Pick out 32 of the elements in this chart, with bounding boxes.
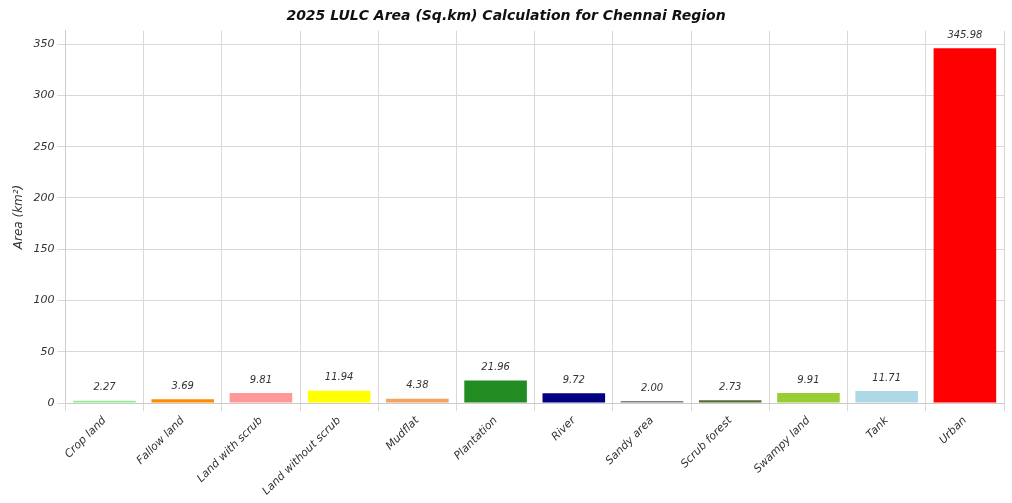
data-label: 9.81 xyxy=(249,373,273,385)
y-tick-label: 150 xyxy=(33,242,55,256)
data-label: 345.98 xyxy=(947,28,983,40)
bar xyxy=(542,393,606,403)
data-label: 11.71 xyxy=(872,371,901,383)
y-tick-label: 100 xyxy=(33,293,55,307)
data-label: 11.94 xyxy=(324,371,354,383)
bar xyxy=(777,392,840,403)
bar xyxy=(855,391,918,403)
y-tick-label: 50 xyxy=(40,344,55,358)
bar xyxy=(307,390,371,403)
y-tick-label: 300 xyxy=(33,88,55,102)
data-label: 21.96 xyxy=(481,361,510,373)
y-tick-label: 0 xyxy=(47,395,55,409)
bar xyxy=(229,393,293,403)
data-label: 9.72 xyxy=(562,373,585,385)
data-label: 2.27 xyxy=(93,381,117,393)
chart-title: 2025 LULC Area (Sq.km) Calculation for Chennai Region xyxy=(286,7,726,24)
bar xyxy=(933,48,997,403)
data-label: 4.38 xyxy=(406,379,429,391)
y-axis-title: Area (km²) xyxy=(11,184,26,251)
data-label: 2.00 xyxy=(640,381,664,393)
bar xyxy=(386,398,449,403)
y-tick-label: 250 xyxy=(33,139,55,153)
data-label: 9.91 xyxy=(797,373,820,385)
bar xyxy=(464,380,527,403)
data-label: 3.69 xyxy=(171,379,194,391)
y-tick-label: 350 xyxy=(33,36,55,50)
bar xyxy=(698,400,762,403)
bar xyxy=(151,399,215,403)
data-label: 2.73 xyxy=(719,380,742,392)
y-tick-label: 200 xyxy=(33,190,55,204)
